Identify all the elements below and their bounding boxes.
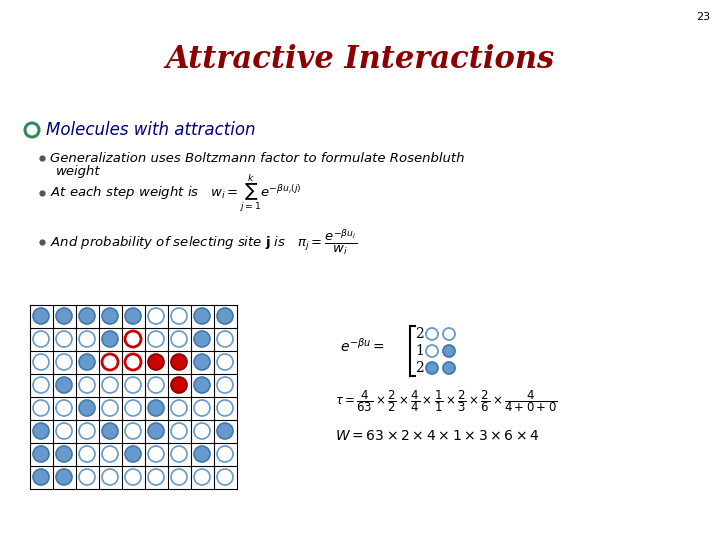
- Circle shape: [79, 423, 95, 439]
- Circle shape: [125, 400, 141, 416]
- Circle shape: [171, 469, 187, 485]
- Circle shape: [79, 308, 95, 324]
- Circle shape: [125, 354, 141, 370]
- Circle shape: [79, 446, 95, 462]
- Text: At each step weight is   $w_i = \sum_{j=1}^{k} e^{-\beta u_i(j)}$: At each step weight is $w_i = \sum_{j=1}…: [50, 172, 302, 214]
- Circle shape: [102, 423, 118, 439]
- Circle shape: [217, 423, 233, 439]
- Circle shape: [194, 400, 210, 416]
- Text: Molecules with attraction: Molecules with attraction: [46, 121, 256, 139]
- Circle shape: [125, 308, 141, 324]
- Circle shape: [33, 377, 49, 393]
- Text: 23: 23: [696, 12, 710, 22]
- Circle shape: [102, 446, 118, 462]
- Circle shape: [194, 377, 210, 393]
- Circle shape: [217, 308, 233, 324]
- Circle shape: [443, 328, 455, 340]
- Circle shape: [102, 354, 118, 370]
- Text: Attractive Interactions: Attractive Interactions: [166, 44, 554, 76]
- Circle shape: [148, 308, 164, 324]
- Text: weight: weight: [56, 165, 101, 178]
- Circle shape: [171, 377, 187, 393]
- Circle shape: [217, 446, 233, 462]
- Circle shape: [194, 308, 210, 324]
- Circle shape: [171, 400, 187, 416]
- Circle shape: [125, 331, 141, 347]
- Circle shape: [79, 377, 95, 393]
- Circle shape: [171, 331, 187, 347]
- Circle shape: [56, 354, 72, 370]
- Circle shape: [33, 400, 49, 416]
- Circle shape: [56, 308, 72, 324]
- Circle shape: [217, 377, 233, 393]
- Circle shape: [102, 377, 118, 393]
- Text: 2: 2: [415, 361, 424, 375]
- Circle shape: [217, 354, 233, 370]
- Circle shape: [56, 331, 72, 347]
- Circle shape: [148, 423, 164, 439]
- Circle shape: [102, 400, 118, 416]
- Circle shape: [148, 469, 164, 485]
- Circle shape: [171, 308, 187, 324]
- Circle shape: [102, 469, 118, 485]
- Text: 1: 1: [415, 344, 424, 358]
- Circle shape: [148, 400, 164, 416]
- Circle shape: [56, 377, 72, 393]
- Circle shape: [125, 446, 141, 462]
- Text: 2: 2: [415, 327, 424, 341]
- Circle shape: [171, 423, 187, 439]
- Circle shape: [33, 469, 49, 485]
- Circle shape: [194, 446, 210, 462]
- Circle shape: [148, 354, 164, 370]
- Circle shape: [79, 354, 95, 370]
- Text: $\tau = \dfrac{4}{63} \times \dfrac{2}{2} \times \dfrac{4}{4} \times \dfrac{1}{1: $\tau = \dfrac{4}{63} \times \dfrac{2}{2…: [335, 388, 557, 414]
- Circle shape: [79, 469, 95, 485]
- Circle shape: [125, 377, 141, 393]
- Circle shape: [426, 362, 438, 374]
- Circle shape: [194, 469, 210, 485]
- Circle shape: [217, 331, 233, 347]
- Circle shape: [56, 469, 72, 485]
- Text: And probability of selecting site $\mathbf{j}$ is   $\pi_j = \dfrac{e^{-\beta u_: And probability of selecting site $\math…: [50, 227, 357, 256]
- Circle shape: [443, 345, 455, 357]
- Circle shape: [33, 423, 49, 439]
- Circle shape: [102, 331, 118, 347]
- Circle shape: [125, 423, 141, 439]
- Text: $e^{-\beta u} =$: $e^{-\beta u} =$: [340, 337, 385, 355]
- Circle shape: [171, 446, 187, 462]
- Text: $W = 63 \times 2 \times 4 \times 1 \times 3 \times 6 \times 4$: $W = 63 \times 2 \times 4 \times 1 \time…: [335, 429, 540, 443]
- Circle shape: [171, 354, 187, 370]
- Text: Generalization uses Boltzmann factor to formulate Rosenbluth: Generalization uses Boltzmann factor to …: [50, 152, 464, 165]
- Circle shape: [33, 331, 49, 347]
- Circle shape: [79, 331, 95, 347]
- Circle shape: [194, 331, 210, 347]
- Circle shape: [33, 354, 49, 370]
- Circle shape: [426, 345, 438, 357]
- Circle shape: [194, 423, 210, 439]
- Circle shape: [125, 469, 141, 485]
- Circle shape: [443, 362, 455, 374]
- Circle shape: [79, 400, 95, 416]
- Circle shape: [56, 423, 72, 439]
- Circle shape: [148, 331, 164, 347]
- Circle shape: [148, 446, 164, 462]
- Circle shape: [217, 469, 233, 485]
- Circle shape: [33, 446, 49, 462]
- Circle shape: [102, 308, 118, 324]
- Circle shape: [56, 400, 72, 416]
- Circle shape: [148, 377, 164, 393]
- Circle shape: [194, 354, 210, 370]
- Circle shape: [426, 328, 438, 340]
- Circle shape: [33, 308, 49, 324]
- Circle shape: [217, 400, 233, 416]
- Circle shape: [56, 446, 72, 462]
